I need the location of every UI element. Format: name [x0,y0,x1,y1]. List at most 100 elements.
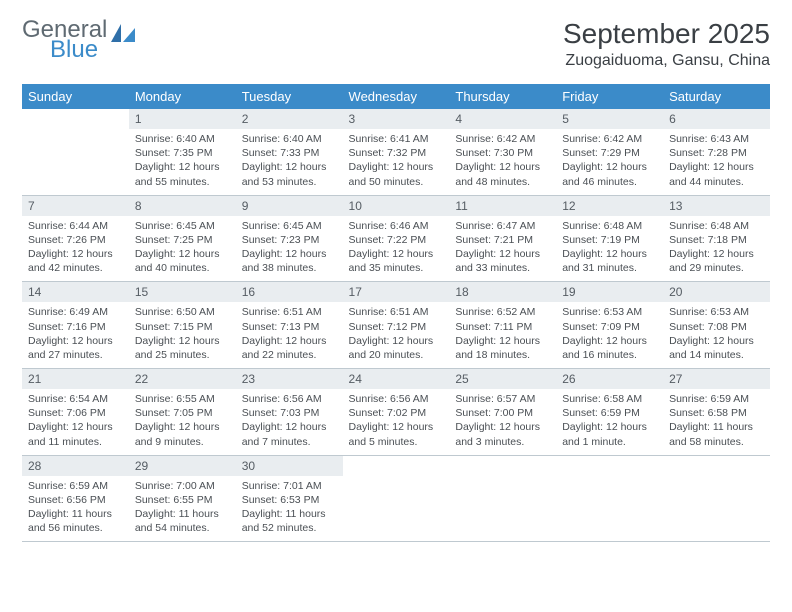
calendar-day-cell: 29Sunrise: 7:00 AMSunset: 6:55 PMDayligh… [129,455,236,542]
sunset-text: Sunset: 7:16 PM [28,320,123,334]
weekday-header: Sunday [22,84,129,109]
calendar-day-cell: 27Sunrise: 6:59 AMSunset: 6:58 PMDayligh… [663,369,770,456]
sunset-text: Sunset: 7:21 PM [455,233,550,247]
sunrise-text: Sunrise: 7:01 AM [242,479,337,493]
daylight-text: Daylight: 12 hours and 40 minutes. [135,247,230,275]
daylight-text: Daylight: 12 hours and 22 minutes. [242,334,337,362]
header: General Blue September 2025 Zuogaiduoma,… [22,18,770,70]
sunrise-text: Sunrise: 6:40 AM [135,132,230,146]
calendar-day-cell: 17Sunrise: 6:51 AMSunset: 7:12 PMDayligh… [343,282,450,369]
weekday-header: Wednesday [343,84,450,109]
daylight-text: Daylight: 12 hours and 44 minutes. [669,160,764,188]
day-details: Sunrise: 6:47 AMSunset: 7:21 PMDaylight:… [449,216,556,282]
sunrise-text: Sunrise: 6:59 AM [28,479,123,493]
sunset-text: Sunset: 7:09 PM [562,320,657,334]
day-details: Sunrise: 6:44 AMSunset: 7:26 PMDaylight:… [22,216,129,282]
sunrise-text: Sunrise: 6:48 AM [669,219,764,233]
daylight-text: Daylight: 12 hours and 1 minute. [562,420,657,448]
day-number: 1 [129,109,236,129]
day-details: Sunrise: 6:59 AMSunset: 6:56 PMDaylight:… [22,476,129,542]
calendar-day-cell: . [22,109,129,195]
day-details: Sunrise: 6:42 AMSunset: 7:30 PMDaylight:… [449,129,556,195]
location: Zuogaiduoma, Gansu, China [563,52,770,70]
day-details: Sunrise: 6:48 AMSunset: 7:18 PMDaylight:… [663,216,770,282]
day-number: 18 [449,282,556,302]
calendar-day-cell: 18Sunrise: 6:52 AMSunset: 7:11 PMDayligh… [449,282,556,369]
day-details: Sunrise: 6:57 AMSunset: 7:00 PMDaylight:… [449,389,556,455]
daylight-text: Daylight: 12 hours and 48 minutes. [455,160,550,188]
title-block: September 2025 Zuogaiduoma, Gansu, China [563,18,770,70]
day-details: Sunrise: 6:54 AMSunset: 7:06 PMDaylight:… [22,389,129,455]
day-number: 10 [343,196,450,216]
calendar-week-row: 7Sunrise: 6:44 AMSunset: 7:26 PMDaylight… [22,195,770,282]
sunrise-text: Sunrise: 6:51 AM [349,305,444,319]
sunset-text: Sunset: 7:28 PM [669,146,764,160]
sunset-text: Sunset: 6:53 PM [242,493,337,507]
day-number: 23 [236,369,343,389]
day-number: 19 [556,282,663,302]
calendar-day-cell: 8Sunrise: 6:45 AMSunset: 7:25 PMDaylight… [129,195,236,282]
weekday-header: Friday [556,84,663,109]
sunset-text: Sunset: 7:12 PM [349,320,444,334]
sunset-text: Sunset: 7:32 PM [349,146,444,160]
sunrise-text: Sunrise: 6:46 AM [349,219,444,233]
daylight-text: Daylight: 12 hours and 29 minutes. [669,247,764,275]
logo-word-blue: Blue [50,38,107,62]
calendar-body: .1Sunrise: 6:40 AMSunset: 7:35 PMDayligh… [22,109,770,542]
daylight-text: Daylight: 12 hours and 20 minutes. [349,334,444,362]
day-details: Sunrise: 6:46 AMSunset: 7:22 PMDaylight:… [343,216,450,282]
day-details: Sunrise: 6:55 AMSunset: 7:05 PMDaylight:… [129,389,236,455]
sunset-text: Sunset: 7:05 PM [135,406,230,420]
day-details: Sunrise: 7:01 AMSunset: 6:53 PMDaylight:… [236,476,343,542]
day-number: 21 [22,369,129,389]
day-number: 6 [663,109,770,129]
sunrise-text: Sunrise: 6:59 AM [669,392,764,406]
sunset-text: Sunset: 7:11 PM [455,320,550,334]
sunset-text: Sunset: 6:58 PM [669,406,764,420]
daylight-text: Daylight: 11 hours and 52 minutes. [242,507,337,535]
day-details: Sunrise: 6:41 AMSunset: 7:32 PMDaylight:… [343,129,450,195]
daylight-text: Daylight: 12 hours and 14 minutes. [669,334,764,362]
calendar-day-cell: 26Sunrise: 6:58 AMSunset: 6:59 PMDayligh… [556,369,663,456]
calendar-day-cell: 22Sunrise: 6:55 AMSunset: 7:05 PMDayligh… [129,369,236,456]
day-number: 11 [449,196,556,216]
sunset-text: Sunset: 7:26 PM [28,233,123,247]
weekday-header: Monday [129,84,236,109]
calendar-week-row: .1Sunrise: 6:40 AMSunset: 7:35 PMDayligh… [22,109,770,195]
sunrise-text: Sunrise: 6:57 AM [455,392,550,406]
day-details: Sunrise: 6:51 AMSunset: 7:12 PMDaylight:… [343,302,450,368]
day-number: 14 [22,282,129,302]
sunrise-text: Sunrise: 6:53 AM [562,305,657,319]
sunrise-text: Sunrise: 6:49 AM [28,305,123,319]
calendar-day-cell: 19Sunrise: 6:53 AMSunset: 7:09 PMDayligh… [556,282,663,369]
sunset-text: Sunset: 6:55 PM [135,493,230,507]
day-number: 3 [343,109,450,129]
calendar-day-cell: 24Sunrise: 6:56 AMSunset: 7:02 PMDayligh… [343,369,450,456]
daylight-text: Daylight: 11 hours and 58 minutes. [669,420,764,448]
daylight-text: Daylight: 12 hours and 42 minutes. [28,247,123,275]
weekday-header: Thursday [449,84,556,109]
daylight-text: Daylight: 12 hours and 5 minutes. [349,420,444,448]
sunrise-text: Sunrise: 6:56 AM [349,392,444,406]
calendar-day-cell: . [449,455,556,542]
day-details: Sunrise: 6:56 AMSunset: 7:03 PMDaylight:… [236,389,343,455]
day-details: Sunrise: 6:42 AMSunset: 7:29 PMDaylight:… [556,129,663,195]
daylight-text: Daylight: 12 hours and 46 minutes. [562,160,657,188]
calendar-day-cell: 12Sunrise: 6:48 AMSunset: 7:19 PMDayligh… [556,195,663,282]
day-details: Sunrise: 6:40 AMSunset: 7:33 PMDaylight:… [236,129,343,195]
calendar-week-row: 28Sunrise: 6:59 AMSunset: 6:56 PMDayligh… [22,455,770,542]
sunset-text: Sunset: 7:13 PM [242,320,337,334]
calendar-day-cell: . [343,455,450,542]
calendar-day-cell: 23Sunrise: 6:56 AMSunset: 7:03 PMDayligh… [236,369,343,456]
calendar-day-cell: 9Sunrise: 6:45 AMSunset: 7:23 PMDaylight… [236,195,343,282]
calendar-day-cell: 2Sunrise: 6:40 AMSunset: 7:33 PMDaylight… [236,109,343,195]
day-details: Sunrise: 6:45 AMSunset: 7:25 PMDaylight:… [129,216,236,282]
sunrise-text: Sunrise: 6:51 AM [242,305,337,319]
day-number: 9 [236,196,343,216]
calendar-day-cell: 15Sunrise: 6:50 AMSunset: 7:15 PMDayligh… [129,282,236,369]
calendar-day-cell: 7Sunrise: 6:44 AMSunset: 7:26 PMDaylight… [22,195,129,282]
day-number: 13 [663,196,770,216]
day-number: 5 [556,109,663,129]
day-number: 22 [129,369,236,389]
day-number: 15 [129,282,236,302]
